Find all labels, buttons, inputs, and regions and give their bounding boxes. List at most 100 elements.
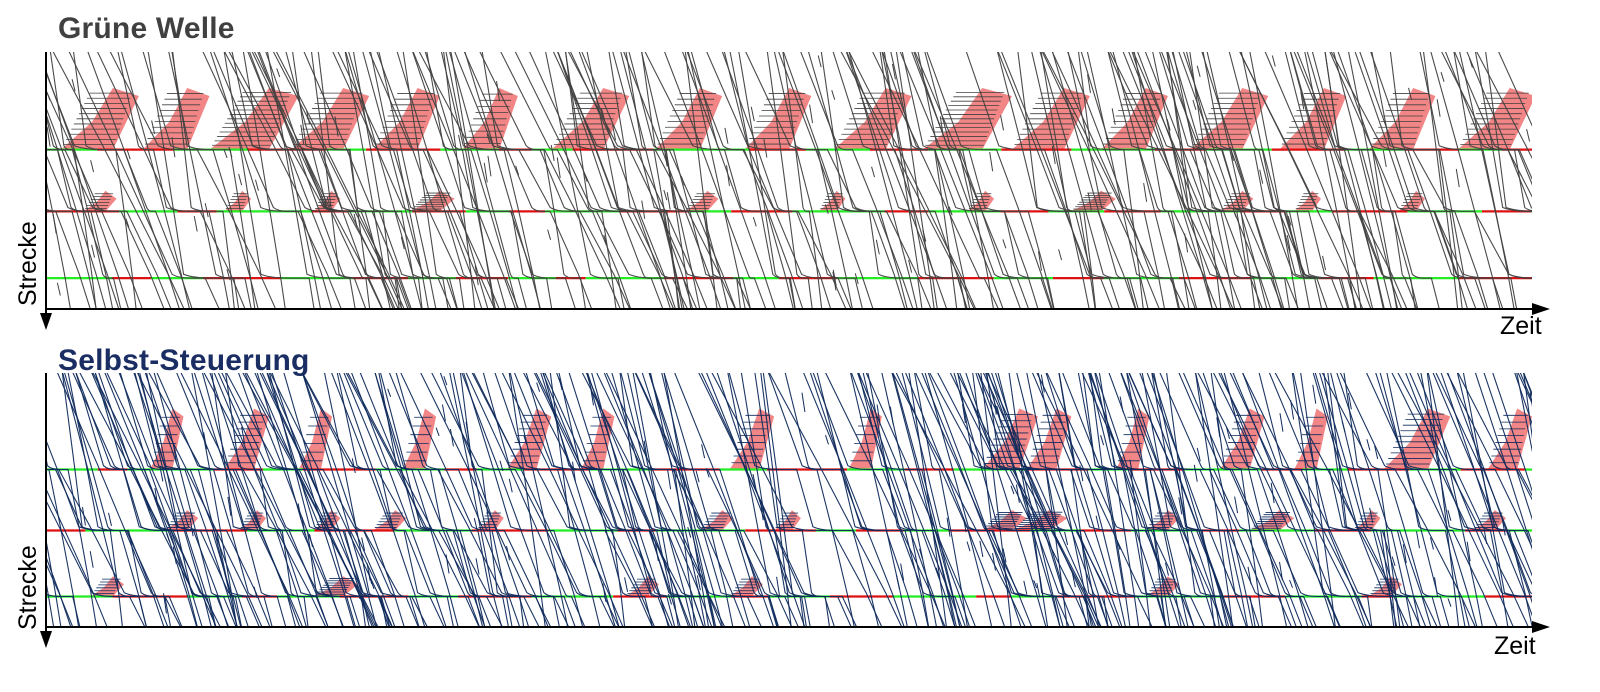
vehicle-trajectory [310,52,371,309]
vehicle-trajectory [696,558,701,572]
vehicle-trajectory [585,373,713,627]
vehicle-trajectory [624,577,629,592]
vehicle-trajectory [972,373,1090,627]
vehicle-trajectory [957,373,1049,627]
vehicle-trajectory [556,373,705,627]
queue-region [1472,510,1506,531]
vehicle-trajectory [474,265,479,286]
vehicle-trajectory [948,206,953,216]
vehicle-trajectory [901,373,993,627]
axes [40,373,1550,648]
vehicle-trajectory [191,373,238,627]
vehicle-trajectory [1090,373,1224,627]
vehicle-trajectory [663,189,668,201]
vehicle-trajectory [778,52,874,309]
vehicle-trajectory [1152,52,1236,309]
vehicle-trajectory [946,517,951,537]
vehicle-trajectory [509,373,569,627]
vehicle-trajectory [1290,400,1295,420]
vehicle-trajectory [1347,392,1352,410]
vehicle-trajectory [1312,384,1317,404]
vehicle-trajectory [46,555,72,627]
vehicle-trajectory [1550,47,1600,314]
vehicle-trajectory [1529,392,1532,407]
vehicle-trajectory [1321,373,1476,627]
vehicle-trajectory [1359,52,1489,309]
vehicle-trajectory [166,533,171,543]
vehicle-trajectory [46,499,146,627]
vehicle-trajectory [1023,580,1028,595]
x-axis-arrow [1532,621,1550,633]
vehicle-trajectory [850,373,908,627]
vehicle-trajectory [1178,373,1317,627]
vehicle-trajectory [1523,373,1532,395]
vehicle-trajectory [927,373,1022,627]
vehicle-trajectory [1447,373,1532,604]
vehicle-trajectory [959,373,1123,627]
vehicle-trajectory [939,116,944,136]
vehicle-trajectory [686,52,804,309]
vehicle-trajectory [698,373,858,627]
vehicle-trajectory [473,373,620,627]
vehicle-trajectory [388,373,521,627]
vehicle-trajectory [825,435,829,445]
vehicle-trajectory [1129,459,1134,477]
y-axis-label: Strecke [14,545,42,630]
vehicle-trajectory [189,517,194,537]
vehicle-trajectory [889,406,894,425]
vehicle-trajectory [361,537,366,552]
vehicle-trajectory [706,373,806,627]
vehicle-trajectory [1001,52,1114,309]
vehicle-trajectory [966,541,971,552]
vehicle-trajectory [871,166,876,178]
vehicle-trajectory [623,52,722,309]
vehicle-trajectory [1041,52,1160,309]
queue-region [506,408,552,470]
queue-region [774,510,801,531]
vehicle-trajectory [858,373,963,627]
vehicle-trajectory [1420,373,1509,627]
y-axis-label: Strecke [14,221,42,306]
vehicle-trajectory [1167,52,1222,309]
vehicle-trajectory [481,52,587,309]
vehicle-trajectory [483,162,488,183]
vehicle-trajectory [602,583,607,602]
vehicle-trajectory [228,52,400,309]
vehicle-trajectory [418,52,631,309]
vehicle-trajectory [542,373,654,627]
vehicle-trajectory [46,210,91,309]
vehicle-trajectory [523,435,528,445]
vehicle-trajectory [1279,413,1284,432]
chart-plot-area [40,47,1600,330]
vehicle-trajectory [1234,496,1239,514]
vehicle-trajectory [94,373,203,627]
vehicle-trajectory [1064,531,1069,546]
vehicle-trajectory [721,52,832,309]
queue-regions [90,408,1532,597]
vehicle-trajectory [334,116,339,137]
vehicle-trajectory [171,52,256,309]
vehicle-trajectory [891,63,896,80]
vehicle-trajectory [1172,52,1261,309]
vehicle-trajectory [420,373,570,627]
vehicle-trajectory [154,488,159,506]
vehicle-trajectory [348,52,423,309]
vehicle-trajectory [542,373,690,627]
vehicle-trajectory [459,373,525,627]
vehicle-trajectory [831,90,836,100]
vehicle-trajectory [400,236,405,250]
vehicle-trajectory [1551,47,1600,314]
vehicle-trajectory [351,373,447,627]
vehicle-trajectory [590,387,595,406]
vehicle-trajectory [1242,373,1336,627]
vehicle-trajectory [1290,52,1393,309]
vehicle-trajectory [1274,373,1409,627]
vehicle-trajectory [1427,373,1483,627]
x-axis-label: Zeit [1500,312,1542,340]
vehicle-trajectory [501,373,624,627]
vehicle-trajectory [648,373,724,627]
vehicle-trajectory [395,373,484,627]
vehicle-trajectory [171,137,176,158]
queue-region [982,510,1027,531]
vehicle-trajectory [1112,52,1180,309]
